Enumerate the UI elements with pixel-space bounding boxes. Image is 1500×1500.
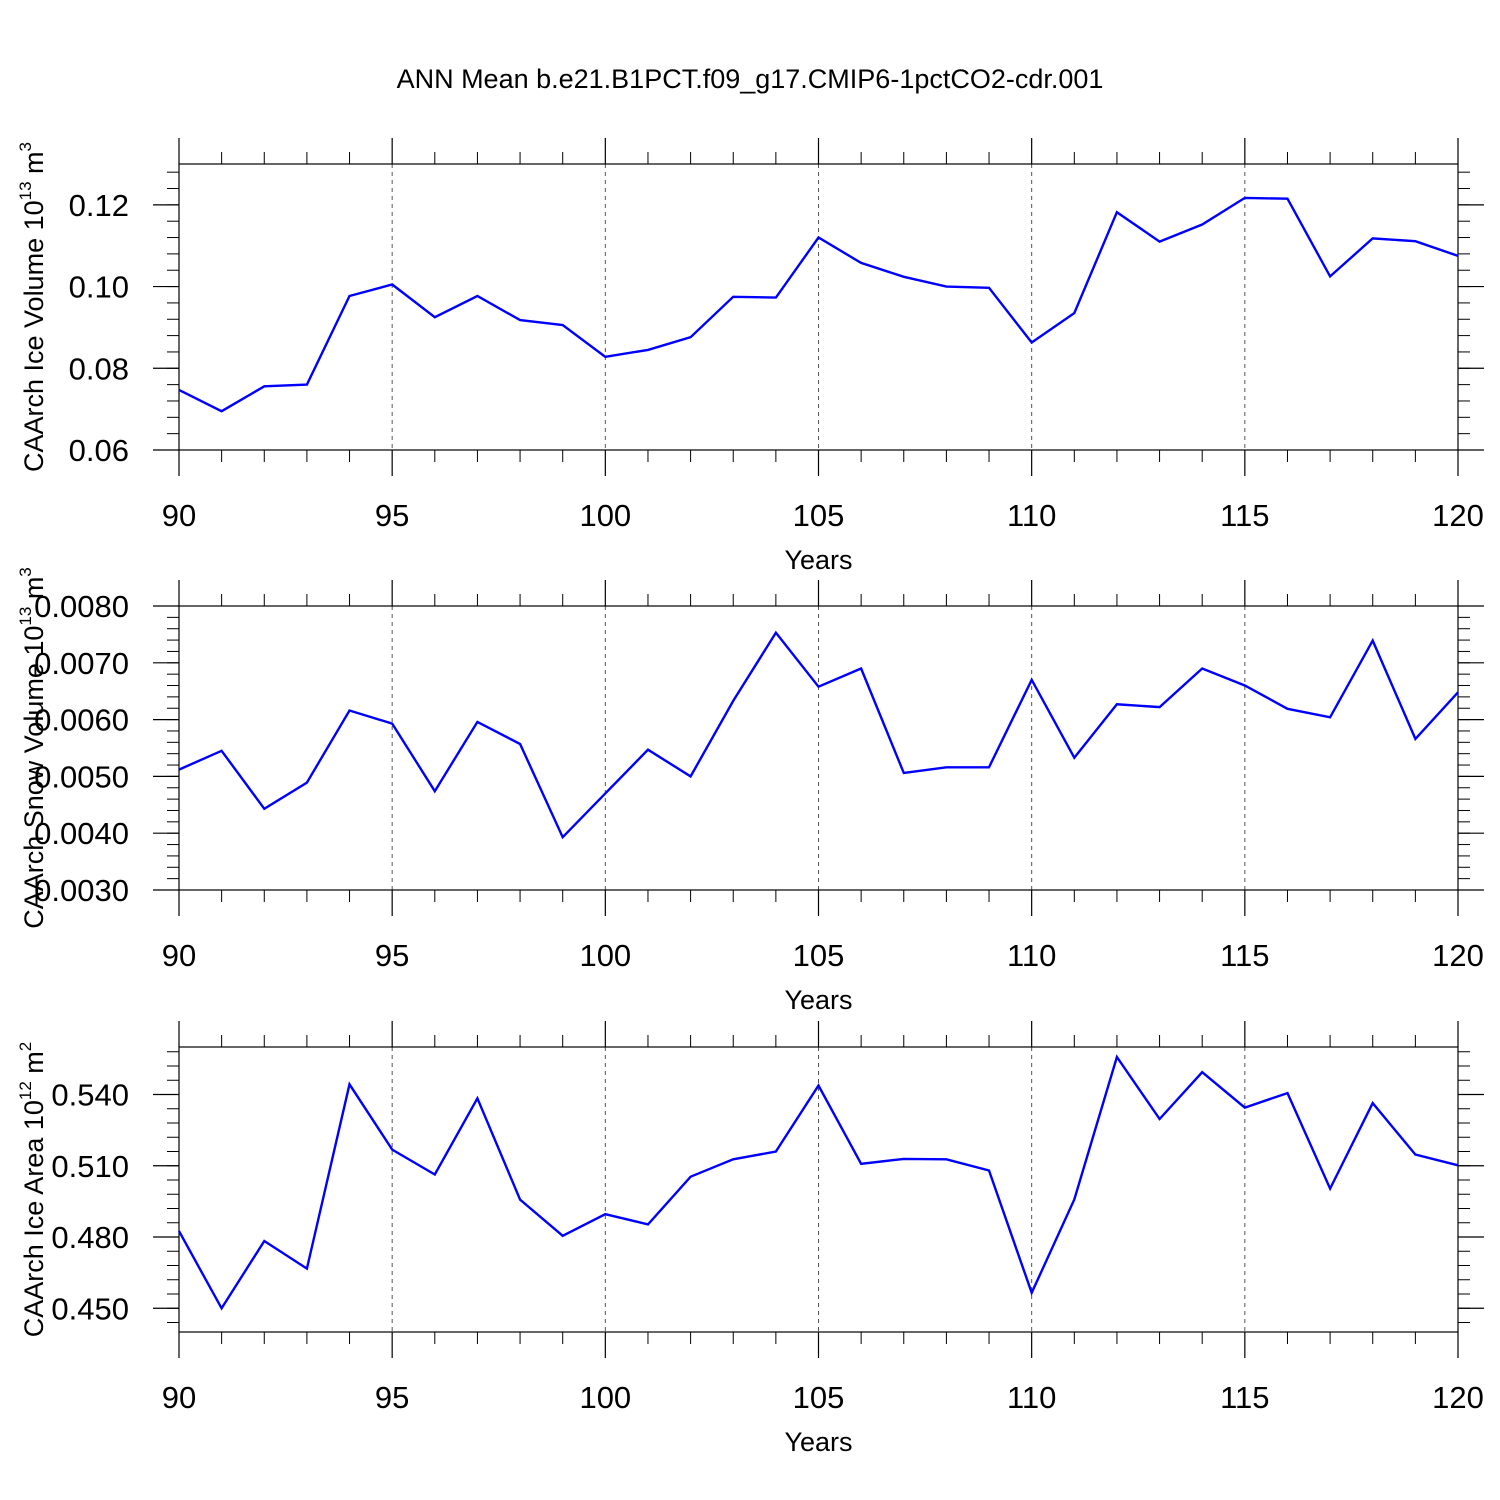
x-tick-label: 120 <box>1432 938 1484 973</box>
x-tick-label: 105 <box>793 1380 845 1415</box>
panel-ice-area: 90 95 100 105 110 115 120 0.450 0.480 0.510 0.540 Y… <box>16 1021 1484 1457</box>
y-tick-label: 0.510 <box>51 1149 129 1184</box>
series-line-ice-volume <box>178 196 1459 413</box>
x-tick-label: 105 <box>793 938 845 973</box>
y-tick-label: 0.0080 <box>34 589 129 624</box>
figure-title: ANN Mean b.e21.B1PCT.f09_g17.CMIP6-1pctC… <box>396 64 1104 94</box>
x-axis-label: Years <box>784 545 852 575</box>
x-tick-label: 90 <box>162 498 196 533</box>
x-tick-label: 100 <box>579 938 631 973</box>
y-axis-label: CAArch Ice Area 1012 m2 <box>16 1042 49 1338</box>
y-tick-label: 0.06 <box>69 433 129 468</box>
y-tick-label: 0.480 <box>51 1220 129 1255</box>
x-tick-label: 95 <box>375 938 409 973</box>
x-axis-label: Years <box>784 985 852 1015</box>
x-tick-label: 100 <box>579 1380 631 1415</box>
x-tick-label: 120 <box>1432 498 1484 533</box>
x-tick-label: 95 <box>375 1380 409 1415</box>
x-tick-label: 100 <box>579 498 631 533</box>
series-line-snow-volume <box>178 630 1459 840</box>
x-tick-label: 110 <box>1007 938 1056 973</box>
panel-snow-volume: 90 95 100 105 110 115 120 0.0030 0.0040 0.0050 0.0… <box>16 567 1484 1015</box>
x-axis-label: Years <box>784 1427 852 1457</box>
x-tick-label: 90 <box>162 1380 196 1415</box>
x-tick-label: 105 <box>793 498 845 533</box>
y-tick-label: 0.450 <box>51 1291 129 1326</box>
x-tick-label: 90 <box>162 938 196 973</box>
y-tick-label: 0.0040 <box>34 816 129 851</box>
y-tick-label: 0.12 <box>69 188 129 223</box>
x-tick-label: 120 <box>1432 1380 1484 1415</box>
y-tick-label: 0.0060 <box>34 703 129 738</box>
x-tick-label: 115 <box>1220 938 1269 973</box>
y-tick-label: 0.08 <box>69 351 129 386</box>
y-tick-label: 0.0050 <box>34 759 129 794</box>
panel-ice-volume: 90 95 100 105 110 115 120 0.06 0.08 0.10 0.12 Years… <box>16 138 1484 575</box>
y-tick-label: 0.540 <box>51 1078 129 1113</box>
x-tick-label: 110 <box>1007 498 1056 533</box>
y-tick-label: 0.0030 <box>34 873 129 908</box>
y-axis-label: CAArch Ice Volume 1013 m3 <box>16 142 49 472</box>
y-tick-label: 0.0070 <box>34 646 129 681</box>
x-tick-label: 115 <box>1220 498 1269 533</box>
series-line-ice-area <box>177 1054 1459 1311</box>
y-axis-label: CAArch Snow Volume 1013 m3 <box>16 567 49 929</box>
x-tick-label: 115 <box>1220 1380 1269 1415</box>
y-tick-label: 0.10 <box>69 270 129 305</box>
x-tick-label: 95 <box>375 498 409 533</box>
x-tick-label: 110 <box>1007 1380 1056 1415</box>
